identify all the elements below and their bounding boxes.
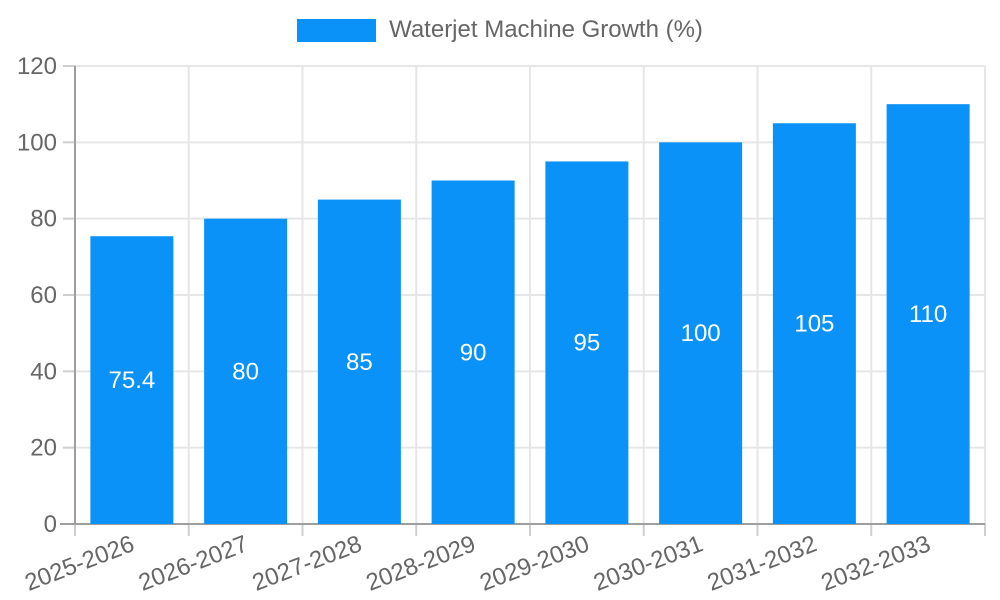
x-tick-label: 2029-2030 bbox=[476, 530, 593, 596]
x-tick-label: 2028-2029 bbox=[362, 530, 479, 596]
bar-2029-2030 bbox=[545, 161, 629, 524]
bar-value-label: 105 bbox=[794, 311, 834, 338]
x-tick-label: 2030-2031 bbox=[590, 530, 707, 596]
bar-value-label: 90 bbox=[460, 339, 487, 366]
bar-2030-2031 bbox=[659, 142, 743, 525]
bar-2025-2026 bbox=[90, 236, 174, 524]
legend-swatch-icon bbox=[297, 18, 377, 42]
bar-2032-2033 bbox=[886, 104, 970, 525]
x-tick-label: 2032-2033 bbox=[817, 530, 934, 596]
y-tick-label: 60 bbox=[30, 282, 57, 309]
y-tick-label: 80 bbox=[30, 206, 57, 233]
bar-value-label: 85 bbox=[346, 349, 373, 376]
y-tick-label: 20 bbox=[30, 435, 57, 462]
x-tick-label: 2031-2032 bbox=[704, 530, 821, 596]
bar-2028-2029 bbox=[431, 180, 515, 524]
bar-2031-2032 bbox=[772, 123, 856, 524]
y-tick-label: 100 bbox=[17, 129, 57, 156]
bar-2026-2027 bbox=[204, 218, 288, 524]
bar-2027-2028 bbox=[317, 199, 401, 525]
y-tick-label: 120 bbox=[17, 53, 57, 80]
bar-value-label: 100 bbox=[681, 320, 721, 347]
y-tick-label: 0 bbox=[44, 511, 57, 538]
bar-value-label: 95 bbox=[574, 330, 601, 357]
chart-legend: Waterjet Machine Growth (%) bbox=[0, 18, 1000, 42]
y-tick-label: 40 bbox=[30, 358, 57, 385]
x-tick-label: 2027-2028 bbox=[249, 530, 366, 596]
x-tick-label: 2025-2026 bbox=[21, 530, 138, 596]
legend-item[interactable]: Waterjet Machine Growth (%) bbox=[297, 18, 703, 42]
bar-value-label: 80 bbox=[232, 358, 259, 385]
legend-label: Waterjet Machine Growth (%) bbox=[389, 16, 703, 43]
bar-value-label: 110 bbox=[909, 301, 947, 328]
x-tick-label: 2026-2027 bbox=[135, 530, 252, 596]
bar-value-label: 75.4 bbox=[109, 367, 156, 394]
